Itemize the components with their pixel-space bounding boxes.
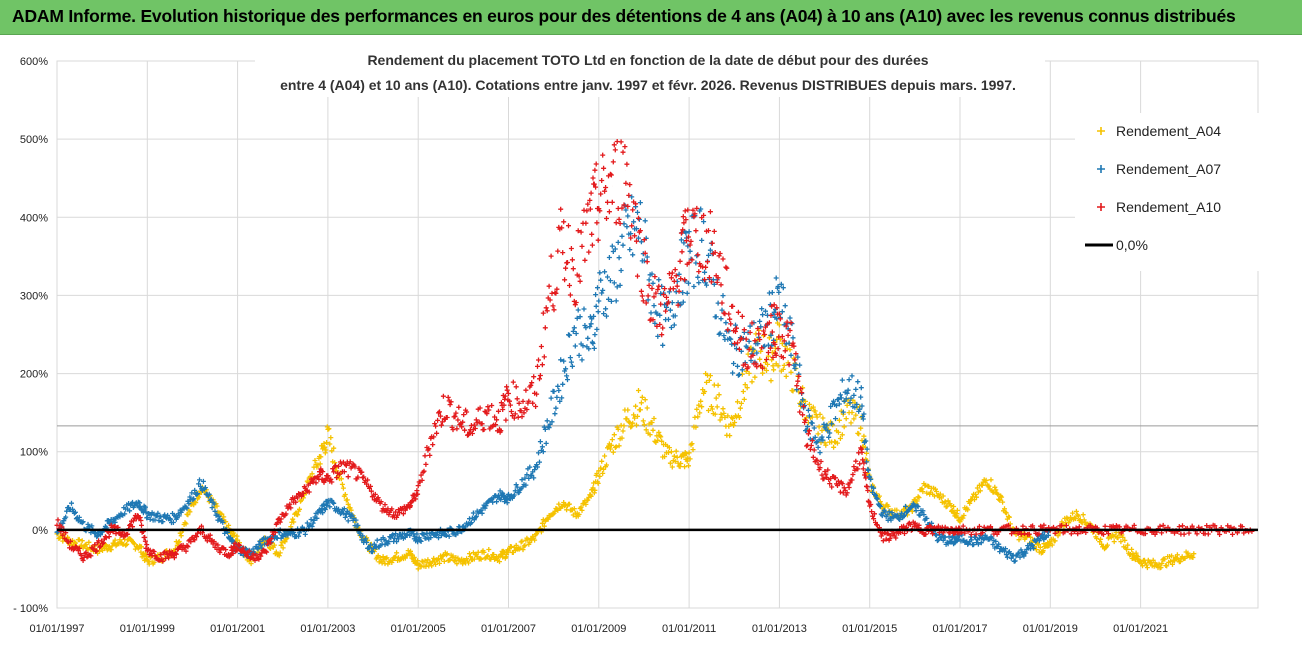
y-axis-tick-labels: - 100% 0% 100% 200% 300% 400% 500% 600%	[13, 56, 48, 615]
x-tick-label: 01/01/2005	[391, 623, 446, 635]
legend-marker	[1097, 203, 1105, 211]
y-tick-label: 200%	[20, 369, 48, 381]
series-points-Rendement_A10	[54, 139, 1255, 564]
series-Rendement_A10	[54, 139, 1255, 564]
legend-label: 0,0%	[1116, 237, 1148, 253]
x-axis-tick-labels: 01/01/1997 01/01/1999 01/01/2001 01/01/2003…	[29, 623, 1168, 635]
legend-marker	[1097, 127, 1105, 135]
x-tick-label: 01/01/2003	[300, 623, 355, 635]
x-tick-label: 01/01/2015	[842, 623, 897, 635]
chart-title-line-2: entre 4 (A04) et 10 ans (A10). Cotations…	[280, 77, 1016, 93]
page-title: ADAM Informe. Evolution historique des p…	[12, 6, 1236, 26]
y-tick-label: 0%	[32, 525, 48, 537]
chart-title-background	[255, 47, 1045, 97]
chart-title: Rendement du placement TOTO Ltd en fonct…	[255, 47, 1045, 97]
legend-label: Rendement_A07	[1116, 161, 1221, 177]
rendement-chart: - 100% 0% 100% 200% 300% 400% 500% 600% 01/01/1…	[0, 35, 1302, 647]
legend-label: Rendement_A10	[1116, 199, 1221, 215]
y-tick-label: 600%	[20, 56, 48, 68]
y-tick-label: 500%	[20, 134, 48, 146]
legend-marker	[1097, 165, 1105, 173]
x-tick-label: 01/01/2007	[481, 623, 536, 635]
y-tick-label: 300%	[20, 290, 48, 302]
legend-label: Rendement_A04	[1116, 123, 1221, 139]
data-marks	[54, 139, 1255, 572]
x-tick-label: 01/01/2019	[1023, 623, 1078, 635]
series-points-Rendement_A07	[54, 194, 1053, 564]
chart-title-line-1: Rendement du placement TOTO Ltd en fonct…	[367, 52, 928, 68]
x-tick-label: 01/01/1999	[120, 623, 175, 635]
x-tick-label: 01/01/2009	[571, 623, 626, 635]
x-tick-label: 01/01/2001	[210, 623, 265, 635]
x-tick-label: 01/01/2011	[662, 623, 716, 635]
y-tick-label: - 100%	[13, 603, 48, 615]
y-tick-label: 400%	[20, 212, 48, 224]
header-banner: ADAM Informe. Evolution historique des p…	[0, 0, 1302, 35]
legend: Rendement_A04 Rendement_A07 Rendement_A10 0…	[1075, 113, 1260, 271]
x-tick-label: 01/01/2017	[932, 623, 987, 635]
y-tick-label: 100%	[20, 447, 48, 459]
series-Rendement_A07	[54, 194, 1053, 564]
x-tick-label: 01/01/1997	[29, 623, 84, 635]
x-tick-label: 01/01/2013	[752, 623, 807, 635]
x-tick-label: 01/01/2021	[1113, 623, 1168, 635]
